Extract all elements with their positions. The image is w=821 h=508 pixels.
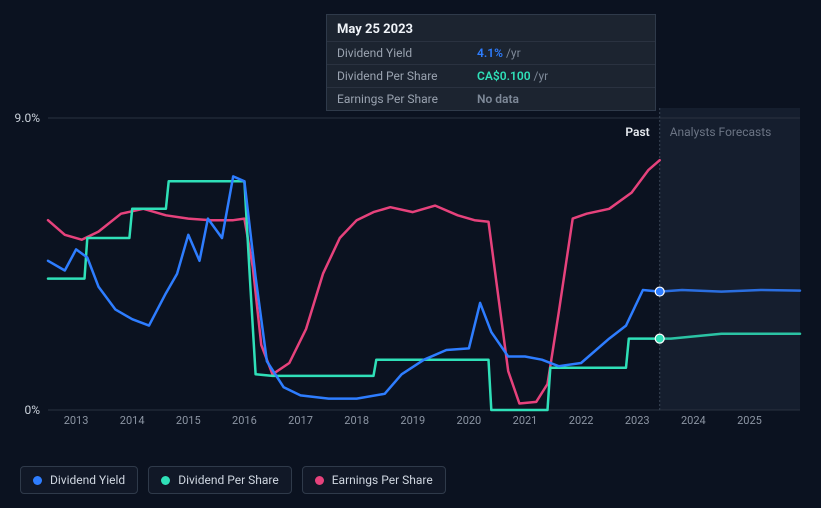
- legend-dot-icon: [315, 476, 324, 485]
- tooltip-key: Dividend Per Share: [337, 69, 477, 83]
- tooltip-val: CA$0.100 /yr: [477, 69, 548, 83]
- svg-text:2017: 2017: [288, 414, 313, 427]
- tooltip-val-suffix: /yr: [534, 69, 549, 83]
- tooltip-row: Earnings Per Share No data: [327, 87, 655, 110]
- svg-text:2018: 2018: [344, 414, 369, 427]
- legend-earnings-per-share[interactable]: Earnings Per Share: [302, 466, 446, 494]
- legend-dot-icon: [161, 476, 170, 485]
- tooltip-val: 4.1% /yr: [477, 46, 521, 60]
- tooltip-val: No data: [477, 92, 519, 106]
- svg-text:0%: 0%: [24, 403, 40, 417]
- svg-text:2020: 2020: [457, 414, 482, 427]
- chart-svg: 9.0%0%2013201420152016201720182019202020…: [48, 108, 800, 428]
- svg-text:Past: Past: [625, 125, 649, 139]
- tooltip-val-main: No data: [477, 92, 519, 106]
- svg-text:9.0%: 9.0%: [15, 111, 41, 125]
- svg-text:2023: 2023: [625, 414, 650, 427]
- svg-text:2022: 2022: [569, 414, 594, 427]
- svg-text:2016: 2016: [232, 414, 257, 427]
- svg-text:2024: 2024: [681, 414, 706, 427]
- tooltip-row: Dividend Per Share CA$0.100 /yr: [327, 64, 655, 87]
- legend-dividend-per-share[interactable]: Dividend Per Share: [148, 466, 292, 494]
- chart-legend: Dividend Yield Dividend Per Share Earnin…: [20, 466, 446, 494]
- legend-dividend-yield[interactable]: Dividend Yield: [20, 466, 138, 494]
- svg-text:2014: 2014: [120, 414, 145, 427]
- tooltip-date: May 25 2023: [327, 15, 655, 41]
- svg-text:2019: 2019: [400, 414, 425, 427]
- tooltip-key: Dividend Yield: [337, 46, 477, 60]
- svg-text:2025: 2025: [737, 414, 762, 427]
- legend-label: Earnings Per Share: [332, 473, 433, 487]
- dividend-chart[interactable]: 9.0%0%2013201420152016201720182019202020…: [48, 108, 800, 428]
- legend-label: Dividend Yield: [50, 473, 125, 487]
- tooltip-val-suffix: /yr: [506, 46, 521, 60]
- chart-tooltip: May 25 2023 Dividend Yield 4.1% /yr Divi…: [326, 14, 656, 111]
- tooltip-val-main: CA$0.100: [477, 69, 531, 83]
- svg-text:Analysts Forecasts: Analysts Forecasts: [670, 125, 772, 139]
- tooltip-key: Earnings Per Share: [337, 92, 477, 106]
- tooltip-val-main: 4.1%: [477, 46, 503, 60]
- svg-text:2013: 2013: [64, 414, 89, 427]
- tooltip-row: Dividend Yield 4.1% /yr: [327, 41, 655, 64]
- legend-label: Dividend Per Share: [178, 473, 279, 487]
- legend-dot-icon: [33, 476, 42, 485]
- svg-text:2015: 2015: [176, 414, 201, 427]
- svg-text:2021: 2021: [513, 414, 538, 427]
